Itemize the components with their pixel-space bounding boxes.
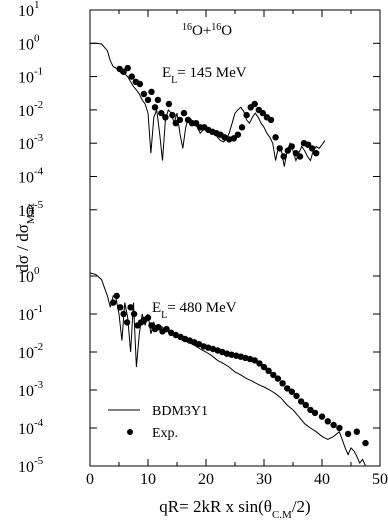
exp-point	[124, 64, 131, 72]
y-tick-label: 10-3	[18, 379, 44, 400]
exp-point	[148, 88, 155, 96]
energy-label-480: EL= 480 MeV	[152, 300, 237, 321]
y-tick-label: 10-4	[18, 417, 44, 438]
exp-point	[318, 413, 326, 420]
x-axis-title: qR= 2kR x sin(θC.M/2)	[159, 497, 310, 521]
exp-point	[176, 116, 184, 124]
exp-point	[362, 439, 369, 447]
y-tick-label: 10-1	[18, 66, 43, 87]
exp-point	[163, 325, 170, 333]
exp-point	[136, 80, 144, 88]
exp-point	[155, 324, 162, 331]
exp-point	[276, 145, 283, 152]
exp-point	[230, 135, 237, 142]
x-tick-label: 40	[314, 471, 330, 488]
exp-point	[279, 380, 286, 387]
x-tick-labels: 0 10 20 30 40 50	[86, 471, 388, 488]
exp-point	[162, 114, 169, 121]
exp-point	[169, 111, 176, 119]
exp-point	[113, 292, 120, 300]
legend-line-label: BDM3Y1	[152, 404, 208, 419]
exp-point	[324, 418, 331, 425]
energy-label-145: EL= 145 MeV	[162, 65, 247, 86]
exp-point	[353, 428, 360, 435]
exp-point	[284, 385, 291, 392]
exp-point	[259, 109, 266, 117]
x-tick-label: 50	[372, 471, 388, 488]
y-axis-title: dσ / dσMatt	[13, 203, 37, 272]
exp-point	[128, 73, 135, 80]
x-tick-label: 30	[256, 471, 272, 488]
exp-point	[336, 424, 343, 432]
exp-point	[192, 120, 200, 127]
exp-point	[123, 319, 131, 326]
exp-point	[344, 430, 352, 438]
y-tick-label: 10-2	[18, 341, 43, 362]
exp-point	[270, 371, 277, 379]
exp-point	[180, 109, 188, 117]
exp-point	[256, 360, 263, 367]
legend: BDM3Y1 Exp.	[108, 404, 208, 441]
exp-point	[288, 388, 295, 395]
exp-point	[272, 134, 279, 141]
exp-point	[144, 96, 152, 104]
x-tick-label: 0	[86, 471, 94, 488]
exp-point	[120, 68, 127, 75]
exp-point	[265, 367, 272, 374]
exp-point	[307, 406, 314, 414]
y-tick-label: 10-2	[18, 99, 43, 120]
exp-point	[288, 143, 295, 150]
y-tick-label: 10-5	[18, 199, 44, 220]
exp-point	[330, 421, 337, 429]
exp-point	[297, 398, 305, 405]
exp-point	[151, 104, 159, 111]
exp-point	[311, 409, 319, 417]
axis-ticks	[89, 9, 381, 467]
exp-point	[267, 116, 275, 124]
exp-point	[280, 153, 287, 160]
x-tick-label: 20	[198, 471, 214, 488]
exp-point	[313, 150, 320, 157]
legend-dot-swatch	[127, 429, 133, 435]
exp-point	[308, 145, 316, 152]
exp-point	[117, 304, 124, 311]
exp-point	[130, 310, 138, 318]
y-tick-label: 100	[18, 32, 40, 53]
y-tick-label: 10-1	[18, 303, 43, 324]
y-tick-label: 100	[18, 265, 40, 286]
exp-point	[234, 131, 242, 138]
y-tick-label: 10-3	[18, 132, 44, 153]
exp-point	[140, 90, 148, 98]
exp-point	[251, 357, 258, 364]
exp-point	[154, 96, 162, 104]
x-tick-label: 10	[140, 471, 156, 488]
exp-point	[158, 109, 165, 117]
legend-dot-label: Exp.	[152, 426, 178, 441]
reaction-label: 16O+16O	[182, 22, 232, 40]
exp-point	[120, 310, 127, 318]
y-tick-label: 10-5	[18, 455, 44, 476]
exp-point	[302, 401, 309, 409]
y-tick-labels: 101 100 10-1 10-2 10-3 10-4 10-5 100 10-1 10-2 10-…	[18, 0, 44, 476]
y-tick-label: 10-4	[18, 166, 44, 187]
exp-point	[243, 111, 250, 119]
exp-point	[274, 375, 282, 382]
y-tick-label: 101	[18, 0, 40, 20]
exp-point	[144, 314, 152, 321]
theory-curves	[89, 42, 369, 467]
exp-point	[293, 392, 300, 400]
exp-point	[284, 147, 291, 154]
experimental-points	[110, 64, 369, 447]
exp-point	[260, 363, 268, 371]
exp-point	[238, 124, 246, 131]
exp-point	[165, 100, 173, 108]
exp-point	[296, 153, 304, 160]
exp-point	[110, 299, 117, 306]
exp-point	[127, 304, 134, 311]
exp-point	[251, 100, 258, 108]
